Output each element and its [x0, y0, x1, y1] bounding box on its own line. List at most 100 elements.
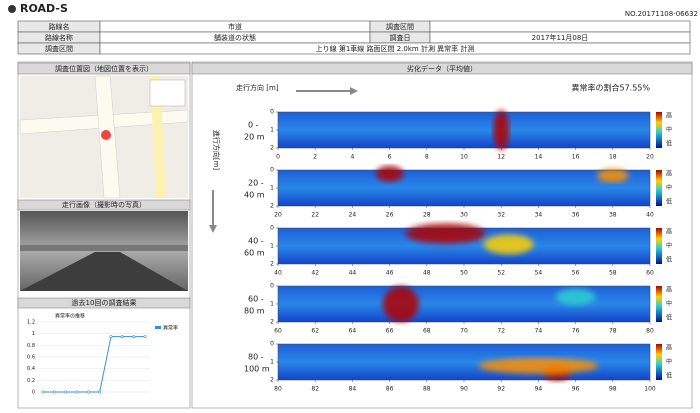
x-tick-label: 100: [644, 386, 656, 393]
x-tick-label: 64: [349, 328, 357, 335]
colorbar-label: 低: [666, 198, 672, 206]
x-tick-label: 0: [276, 154, 280, 161]
hotspot: [596, 168, 629, 183]
x-tick-label: 20: [274, 212, 282, 219]
x-tick-label: 86: [386, 386, 394, 393]
x-tick-label: 2: [313, 154, 317, 161]
y-arrow: [209, 190, 217, 233]
x-tick-label: 6: [388, 154, 392, 161]
heatmap-base: [278, 112, 650, 148]
x-tick-label: 74: [535, 328, 543, 335]
x-tick-label: 82: [311, 386, 319, 393]
x-tick-label: 40: [274, 270, 282, 277]
colorbar-label: 中: [666, 126, 672, 134]
range-top: 40 -: [248, 237, 264, 246]
point: [75, 390, 79, 394]
colorbar: [656, 344, 662, 380]
x-tick-label: 12: [497, 154, 505, 161]
x-tick-label: 4: [350, 154, 354, 161]
table-text: 市道: [228, 22, 242, 31]
y-axis-label: 進行方向[m]: [212, 130, 221, 171]
x-tick-label: 36: [572, 212, 580, 219]
x-tick-label: 48: [423, 270, 431, 277]
colorbar-label: 低: [666, 372, 672, 380]
range-bottom: 80 m: [244, 307, 265, 316]
map: [19, 75, 189, 199]
y-tick-label: 0: [270, 167, 274, 174]
table-text: 調査日: [390, 33, 411, 42]
x-tick-label: 20: [646, 154, 654, 161]
colorbar-label: 中: [666, 358, 672, 366]
x-tick-label: 14: [535, 154, 543, 161]
y-tick-label: 2: [270, 203, 274, 210]
heatmap-hotspots: [405, 223, 534, 255]
doc-no: NO.20171108-06632: [625, 10, 698, 18]
table-text: 2017年11月08日: [532, 33, 589, 42]
x-tick-label: 84: [349, 386, 357, 393]
heatmap-base: [278, 170, 650, 206]
y-tick-label: 1: [270, 127, 274, 134]
colorbar: [656, 228, 662, 264]
x-tick-label: 18: [609, 154, 617, 161]
x-tick-label: 68: [423, 328, 431, 335]
logo-icon: [8, 5, 16, 13]
heatmap-base: [278, 286, 650, 322]
y-tick-label: 1.2: [27, 320, 35, 326]
range-top: 0 -: [248, 121, 259, 130]
y-tick-label: 0: [270, 109, 274, 116]
colorbar-label: 低: [666, 314, 672, 322]
map-title: 調査位置図（地図位置を表示）: [55, 64, 153, 73]
y-tick-label: 0.4: [27, 366, 35, 372]
y-tick-label: 0: [270, 283, 274, 290]
table-text: 調査区間: [45, 44, 73, 53]
y-tick-label: 2: [270, 145, 274, 152]
y-tick-label: 1: [270, 185, 274, 192]
range-bottom: 60 m: [244, 249, 265, 258]
heatmap-hotspots: [375, 165, 629, 183]
colorbar-label: 中: [666, 242, 672, 250]
table-text: 路線名称: [45, 33, 73, 42]
x-tick-label: 58: [609, 270, 617, 277]
x-tick-label: 94: [535, 386, 543, 393]
legend-swatch: [155, 326, 161, 329]
colorbar-label: 高: [666, 112, 672, 120]
x-tick-label: 24: [349, 212, 357, 219]
chart-title: 異常率の推移: [55, 313, 85, 320]
point: [132, 335, 136, 339]
y-tick-label: 0.6: [27, 355, 35, 361]
y-tick-label: 2: [270, 319, 274, 326]
y-tick-label: 2: [270, 377, 274, 384]
range-bottom: 20 m: [244, 133, 265, 142]
x-tick-label: 16: [572, 154, 580, 161]
range-top: 60 -: [248, 295, 264, 304]
colorbar-label: 低: [666, 140, 672, 148]
legend-label: 異常率: [163, 325, 178, 332]
point: [98, 390, 102, 394]
colorbar-label: 高: [666, 228, 672, 236]
table-cell: [429, 20, 691, 33]
table-text: 上り線 第1車線 路面区間 2.0km 計測 異常率 計測: [316, 44, 475, 53]
x-tick-label: 54: [535, 270, 543, 277]
table-text: 舗装道の状態: [214, 33, 256, 42]
hotspot: [555, 288, 596, 305]
colorbar-label: 低: [666, 256, 672, 264]
table-cell: [99, 42, 691, 55]
range-top: 20 -: [248, 179, 264, 188]
x-tick-label: 44: [349, 270, 357, 277]
panel-bar: [191, 62, 693, 75]
right-panel: [191, 61, 693, 409]
hotspot: [382, 286, 419, 322]
direction-arrow: [296, 87, 358, 95]
colorbar-label: 中: [666, 300, 672, 308]
y-tick-label: 2: [270, 261, 274, 268]
x-tick-label: 66: [386, 328, 394, 335]
y-tick-label: 0.8: [27, 343, 35, 349]
x-tick-label: 98: [609, 386, 617, 393]
left-panel: [17, 61, 191, 409]
hotspot: [493, 110, 510, 150]
colorbar-label: 高: [666, 286, 672, 294]
panel-bar: [17, 297, 191, 309]
x-tick-label: 8: [425, 154, 429, 161]
